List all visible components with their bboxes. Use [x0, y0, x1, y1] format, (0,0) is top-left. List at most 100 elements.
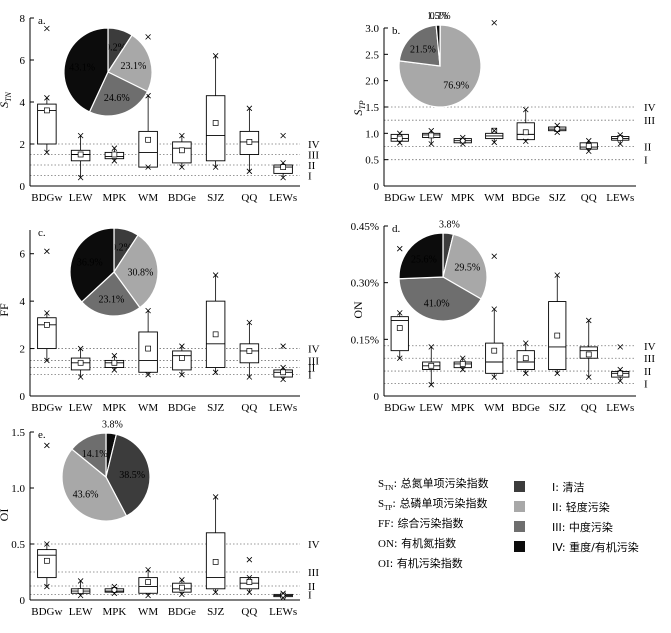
x-tick-label: LEW — [69, 606, 93, 618]
x-tick-label: BDGe — [168, 402, 196, 414]
threshold-label: IV — [644, 341, 656, 353]
extreme-marker — [179, 591, 185, 598]
extreme-marker — [617, 141, 624, 147]
extreme-marker — [179, 371, 185, 378]
mean-marker — [246, 579, 253, 585]
extreme-marker — [554, 129, 561, 136]
extreme-marker — [522, 106, 529, 113]
pie-slice — [63, 27, 109, 113]
box-mark — [70, 132, 91, 181]
mean-marker — [77, 151, 84, 158]
y-axis-label: ON — [351, 301, 365, 319]
threshold-label: III — [644, 115, 655, 127]
x-tick-label: LEWs — [606, 402, 634, 414]
extreme-marker — [428, 141, 435, 147]
extreme-marker — [212, 272, 219, 278]
box-mark — [172, 132, 192, 170]
mean-marker — [246, 348, 253, 354]
pie-slice — [398, 24, 441, 67]
extreme-marker — [554, 370, 561, 377]
extreme-marker — [585, 317, 592, 324]
pie-slice — [435, 24, 441, 67]
box-body — [485, 342, 504, 374]
extreme-marker — [246, 105, 253, 112]
mean-marker — [44, 557, 50, 564]
box-mark — [273, 132, 293, 181]
y-tick-label: 0 — [20, 595, 26, 607]
x-tick-label: BDGw — [384, 192, 415, 204]
outlier-marker — [44, 442, 50, 449]
pie-slice — [88, 71, 149, 117]
box-mark — [104, 145, 125, 164]
extreme-marker — [280, 376, 286, 383]
threshold-label: II — [308, 160, 316, 172]
extreme-marker — [44, 357, 50, 364]
box-mark — [390, 130, 409, 146]
legend-entry: ON: 有机氮指数 — [378, 536, 456, 550]
mean-marker — [212, 559, 219, 565]
x-tick-label: WM — [138, 606, 158, 618]
mean-marker — [617, 370, 624, 377]
y-tick-label: 4 — [20, 296, 26, 308]
box-body — [205, 95, 226, 162]
box-mark — [579, 137, 598, 155]
threshold-label: II — [308, 581, 316, 593]
extreme-marker — [44, 149, 50, 156]
threshold-label: I — [308, 370, 312, 382]
pie-label: 76.9% — [443, 81, 469, 92]
y-tick-label: 3.0 — [365, 23, 379, 35]
extreme-marker — [212, 494, 219, 500]
x-tick-label: MPK — [102, 402, 126, 414]
mean-marker — [396, 135, 403, 142]
extreme-marker — [459, 141, 466, 147]
y-tick-label: 0 — [374, 391, 380, 403]
outlier-marker — [280, 343, 286, 349]
threshold-label: III — [308, 150, 319, 162]
x-tick-label: BDGe — [168, 192, 196, 204]
mean-marker — [44, 322, 50, 328]
legend-class-label: III: 中度污染 — [552, 520, 613, 534]
extreme-marker — [617, 378, 624, 384]
x-tick-label: SJZ — [207, 192, 224, 204]
extreme-marker — [396, 355, 403, 362]
box-mark — [273, 590, 293, 601]
box-mark — [390, 245, 409, 362]
extreme-marker — [522, 138, 529, 145]
pie-chart: 9.2% 30.8% 23.1% 36.9% — [69, 227, 159, 317]
extreme-marker — [246, 374, 253, 380]
y-tick-label: 1.0 — [11, 483, 25, 495]
legend-entry: FF: 综合污染指数 — [378, 516, 463, 530]
pie-slice — [113, 234, 159, 309]
pie-slice — [398, 24, 482, 108]
x-tick-label: LEW — [69, 192, 93, 204]
pie-label: 30.8% — [127, 267, 153, 278]
mean-marker — [111, 587, 118, 593]
pie-label: 43.6% — [73, 490, 99, 501]
extreme-marker — [77, 345, 84, 352]
mean-marker — [554, 332, 561, 339]
box-body — [138, 130, 158, 168]
box-mark — [611, 344, 630, 384]
pie-slice — [398, 232, 444, 280]
x-tick-label: BDGw — [31, 402, 62, 414]
mean-marker — [179, 355, 185, 361]
pie-label: 23.1% — [99, 294, 125, 305]
pie-label: 43.1% — [69, 62, 95, 73]
legend-swatch — [514, 481, 525, 492]
extreme-marker — [111, 367, 118, 373]
threshold-label: III — [308, 567, 319, 579]
y-tick-label: 0.30% — [351, 278, 379, 290]
y-tick-label: 0 — [374, 181, 380, 193]
box-mark — [138, 566, 158, 599]
y-tick-label: 6 — [20, 55, 26, 67]
box-mark — [611, 132, 630, 147]
outlier-marker — [44, 248, 50, 255]
pie-slice — [105, 433, 151, 517]
threshold-label: III — [644, 353, 655, 365]
y-tick-label: 0.5 — [11, 539, 25, 551]
extreme-marker — [246, 168, 253, 175]
legend-swatch — [514, 501, 525, 512]
x-tick-label: MPK — [102, 192, 126, 204]
